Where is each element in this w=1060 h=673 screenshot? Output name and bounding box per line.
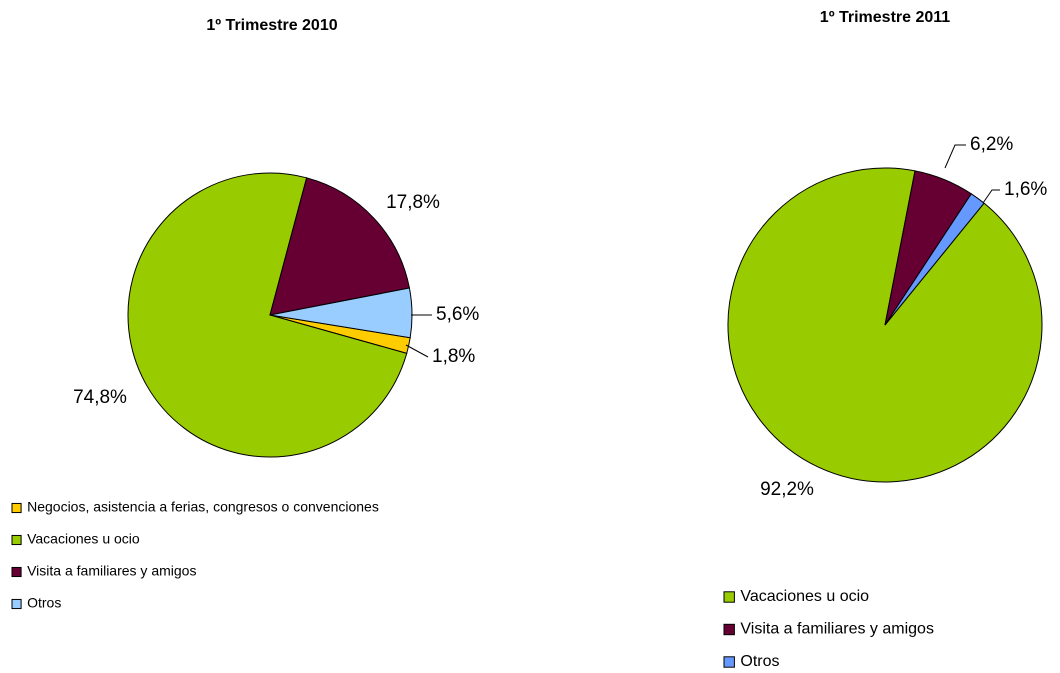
legend-swatch (723, 591, 735, 603)
legend-label: Negocios, asistencia a ferias, congresos… (27, 499, 379, 515)
data-label: 17,8% (386, 192, 440, 213)
chart-title: 1º Trimestre 2011 (820, 9, 950, 26)
data-label: 1,6% (1004, 179, 1047, 200)
leader-line (982, 189, 1000, 204)
legend-label: Otros (27, 595, 61, 611)
legend-label: Vacaciones u ocio (740, 588, 869, 605)
leader-line (944, 144, 966, 169)
legend-label: Visita a familiares y amigos (740, 621, 934, 638)
legend-swatch (723, 623, 735, 636)
legend-label: Vacaciones u ocio (27, 531, 140, 547)
leader-line (405, 344, 429, 358)
data-label: 5,6% (436, 304, 479, 325)
legend-swatch (723, 656, 735, 668)
pie-slice (269, 287, 413, 339)
data-label: 1,8% (432, 346, 475, 367)
data-label: 92,2% (760, 479, 814, 500)
legend-swatch (11, 534, 22, 546)
legend-swatch (11, 502, 22, 514)
legend-swatch (11, 598, 22, 610)
legend-label: Otros (740, 653, 779, 670)
data-label: 6,2% (970, 134, 1013, 155)
pie-slice (884, 193, 985, 326)
pie-slice (269, 177, 410, 316)
legend-swatch (11, 566, 22, 578)
chart-title: 1º Trimestre 2010 (206, 17, 337, 34)
legend-label: Visita a familiares y amigos (27, 563, 196, 579)
pie-slice (127, 172, 408, 458)
data-label: 74,8% (73, 387, 127, 408)
